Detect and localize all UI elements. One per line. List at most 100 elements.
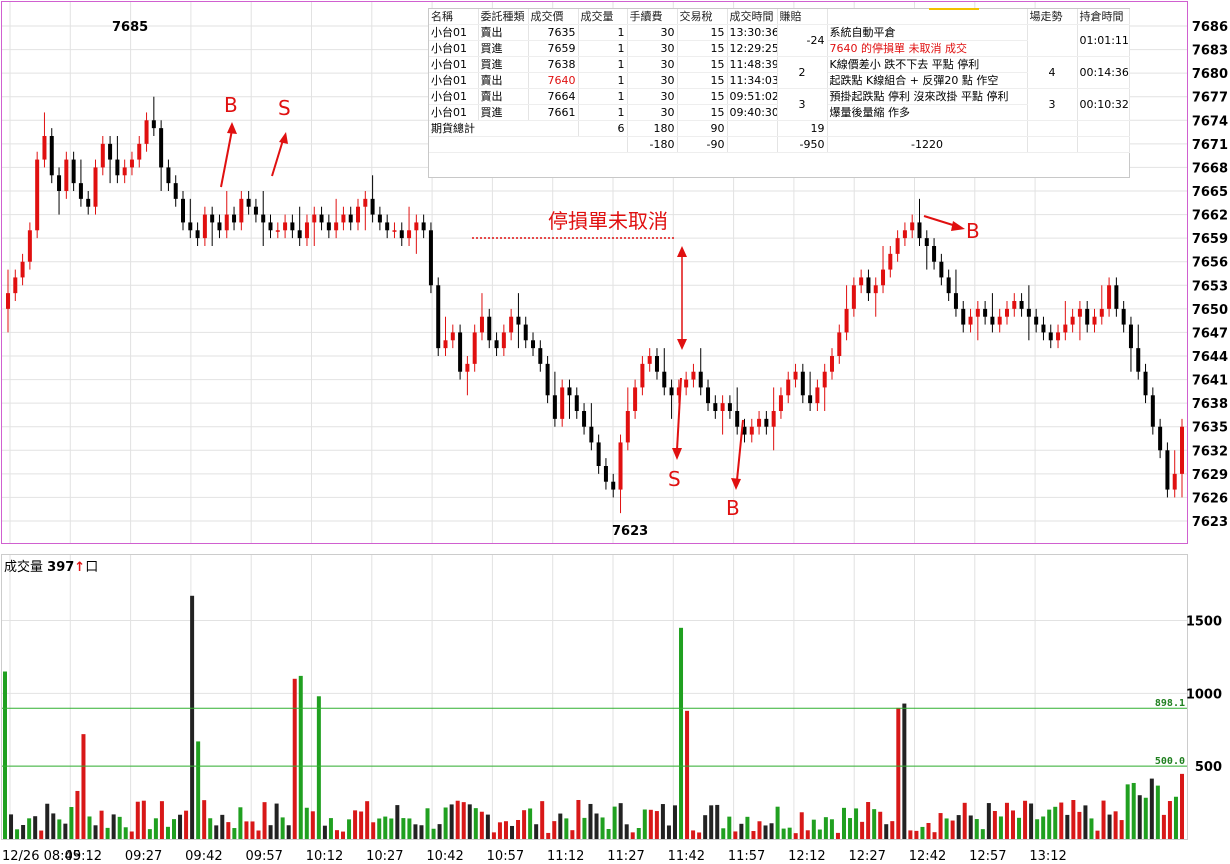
candle-body (596, 442, 601, 466)
volume-bar (1131, 782, 1136, 839)
candle-body (625, 411, 630, 443)
volume-bar (1071, 800, 1076, 839)
price-tick-label: 7671 (1192, 138, 1228, 153)
price-tick-label: 7641 (1192, 374, 1228, 389)
candle-body (479, 316, 484, 333)
candle-body (640, 363, 645, 388)
table-cell: 30 (627, 104, 678, 121)
candle-body (713, 403, 718, 411)
volume-bar (799, 812, 804, 839)
candle-body (304, 222, 309, 239)
candle-body (851, 285, 856, 309)
volume-bar (751, 831, 756, 839)
table-header-row: 名稱 委託種類 成交價 成交量 手續費 交易稅 成交時間 賺賠 場走勢 持倉時間 (429, 9, 1130, 25)
candle-body (1019, 301, 1024, 309)
table-cell: 15 (677, 56, 728, 73)
candle-body (837, 332, 842, 356)
volume-bar (184, 810, 189, 839)
price-tick-label: 7677 (1192, 91, 1228, 106)
total-row: 期貨總計 6 180 90 19 (429, 120, 1130, 137)
volume-bar (479, 811, 484, 839)
volume-bar (769, 823, 774, 839)
volume-bar (540, 801, 545, 839)
table-cell: 15 (677, 104, 728, 121)
volume-bar (437, 824, 442, 839)
buy-marker-1: B (224, 93, 238, 117)
volume-bar (1077, 811, 1082, 839)
candle-body (297, 230, 302, 239)
volume-bar (1101, 800, 1106, 839)
volume-bar (99, 810, 104, 839)
volume-bar (697, 832, 702, 839)
price-tick-label: 7626 (1192, 491, 1228, 506)
candle-body (735, 411, 740, 427)
candle-body (450, 332, 455, 341)
volume-bar (389, 818, 394, 839)
candle-body (654, 356, 659, 372)
volume-bar (1035, 819, 1040, 839)
volume-bar (1017, 817, 1022, 839)
volume-bar (425, 808, 430, 839)
volume-bar (63, 823, 68, 839)
volume-bar (292, 678, 297, 839)
candle-body (275, 230, 280, 232)
price-tick-label: 7653 (1192, 279, 1228, 294)
table-cell: 15 (677, 72, 728, 89)
candle-body (698, 371, 703, 388)
candle-body (253, 206, 258, 215)
volume-bar (854, 808, 859, 839)
volume-bar (884, 824, 889, 839)
volume-bar (528, 808, 533, 839)
volume-bar (612, 806, 617, 839)
volume-bar (1010, 810, 1015, 839)
candle-body (1172, 473, 1177, 490)
candle-body (1070, 316, 1075, 325)
candle-body (501, 332, 506, 349)
table-cell: 7638 (528, 56, 579, 73)
volume-bar (932, 832, 937, 839)
high-label: 7685 (112, 20, 148, 35)
candle-body (560, 387, 565, 419)
table-cell (429, 136, 628, 153)
volume-bar (304, 807, 309, 839)
volume-unit: 口 (85, 560, 99, 575)
volume-bar (51, 813, 56, 839)
price-tick-label: 7623 (1192, 515, 1228, 530)
table-cell (1027, 120, 1078, 137)
table-cell: 15 (677, 24, 728, 41)
col-header: 手續費 (627, 9, 678, 25)
price-tick-label: 7674 (1192, 114, 1228, 129)
volume-bar (962, 802, 967, 839)
volume-bar (15, 829, 20, 839)
candle-body (1128, 324, 1133, 349)
candle-body (618, 442, 623, 490)
price-tick-label: 7644 (1192, 350, 1228, 365)
volume-bar (111, 814, 116, 839)
table-cell: 7661 (528, 104, 579, 121)
price-tick-label: 7629 (1192, 468, 1228, 483)
candle-body (319, 214, 324, 223)
volume-bar (347, 819, 352, 839)
volume-bar (1029, 803, 1034, 839)
table-cell: 買進 (478, 104, 529, 121)
candle-body (195, 230, 200, 239)
candle-body (86, 198, 91, 207)
candle-body (516, 316, 521, 325)
volume-bar (787, 827, 792, 839)
candle-body (399, 230, 404, 239)
volume-bar (3, 671, 7, 839)
volume-bar (672, 805, 677, 839)
volume-bar (359, 811, 364, 839)
trades-table: 名稱 委託種類 成交價 成交量 手續費 交易稅 成交時間 賺賠 場走勢 持倉時間… (429, 9, 1130, 153)
volume-bar (298, 675, 303, 839)
volume-bar (576, 799, 581, 839)
volume-bar (196, 741, 201, 839)
volume-bar (1059, 802, 1064, 839)
volume-bar (908, 830, 913, 839)
candle-body (815, 387, 820, 404)
volume-bar (546, 832, 551, 839)
volume-bar (510, 825, 515, 839)
volume-reference-lines: 898.1 500.0 (2, 698, 1187, 767)
volume-bar (473, 808, 478, 839)
volume-bar (1143, 797, 1148, 839)
